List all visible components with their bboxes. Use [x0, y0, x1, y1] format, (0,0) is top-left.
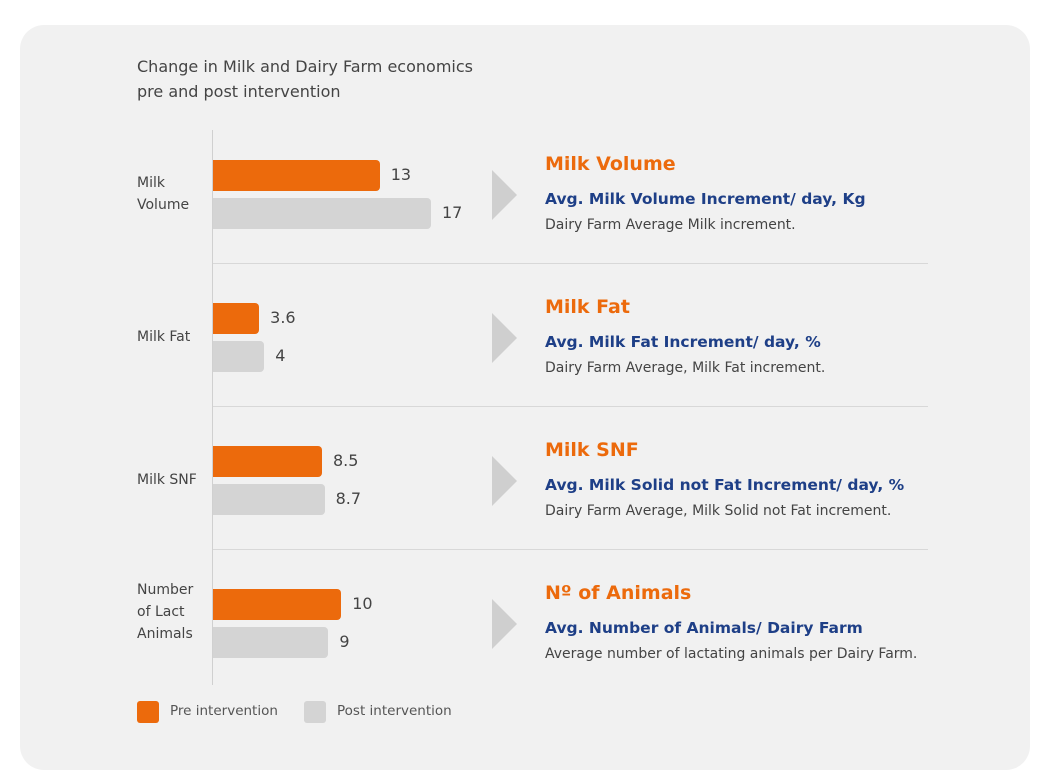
arrow: [492, 599, 517, 649]
category-label: Milk Volume: [137, 175, 190, 213]
detail-subheading: Avg. Milk Fat Increment/ day, %: [545, 333, 821, 351]
value-label: 13: [390, 165, 412, 184]
bar: [213, 198, 431, 229]
detail-subheading: Avg. Number of Animals/ Dairy Farm: [545, 619, 863, 637]
card: [20, 25, 1030, 770]
value-label: 17: [442, 203, 463, 222]
bar: [213, 484, 325, 515]
value-label: 8.7: [335, 489, 362, 508]
legend-label: Pre intervention: [170, 703, 278, 719]
bar: [213, 341, 265, 372]
legend-label: Post intervention: [337, 703, 452, 719]
detail-description: Average number of lactating animals per …: [545, 646, 918, 662]
value-label: 3.6: [270, 308, 296, 327]
separator: [213, 406, 928, 407]
detail-heading: Milk Fat: [545, 296, 630, 318]
value-label: 4: [275, 346, 286, 365]
axis-line: [212, 130, 213, 685]
bar: [213, 160, 380, 191]
category-label: Number of Lact Animals: [137, 582, 194, 642]
bar: [213, 589, 342, 620]
legend-swatch: [304, 701, 326, 723]
bar: [213, 303, 260, 334]
detail-description: Dairy Farm Average, Milk Fat increment.: [545, 360, 826, 376]
arrow: [492, 313, 517, 363]
separator: [213, 549, 928, 550]
chart-title: Change in Milk and Dairy Farm economics …: [137, 57, 473, 101]
arrow: [492, 456, 517, 506]
detail-description: Dairy Farm Average, Milk Solid not Fat i…: [545, 503, 892, 519]
category-label: Milk Fat: [137, 329, 191, 345]
detail-subheading: Avg. Milk Volume Increment/ day, Kg: [545, 190, 866, 208]
separator: [213, 263, 928, 264]
value-label: 8.5: [333, 451, 359, 470]
value-label: 10: [352, 594, 373, 613]
value-label: 9: [339, 632, 350, 651]
legend-swatch: [137, 701, 159, 723]
detail-heading: Nº of Animals: [545, 582, 692, 604]
detail-subheading: Avg. Milk Solid not Fat Increment/ day, …: [545, 476, 905, 494]
detail-description: Dairy Farm Average Milk increment.: [545, 217, 796, 233]
bar: [213, 446, 322, 477]
detail-heading: Milk Volume: [545, 153, 676, 175]
bar: [213, 627, 329, 658]
category-label: Milk SNF: [137, 472, 197, 488]
detail-heading: Milk SNF: [545, 439, 639, 461]
arrow: [492, 170, 517, 220]
